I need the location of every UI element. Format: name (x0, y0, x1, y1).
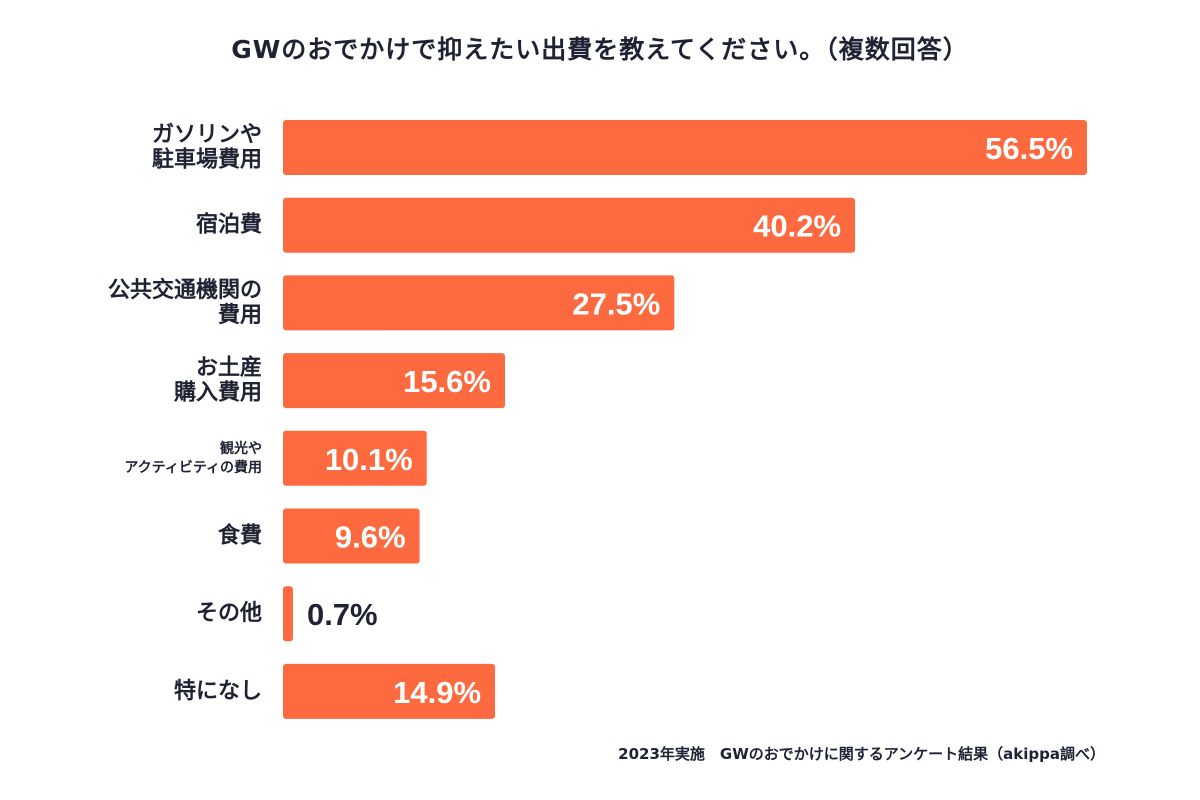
category-label: アクティビティの費用 (124, 459, 262, 476)
category-label: 駐車場費用 (152, 147, 262, 173)
value-label: 15.6% (403, 364, 491, 399)
category-label: 特になし (174, 678, 262, 704)
category-label: ガソリンや (152, 123, 262, 148)
bar (283, 430, 427, 486)
category-label: 食費 (218, 523, 262, 549)
category-label: 観光や (220, 440, 262, 457)
bar (283, 120, 1087, 175)
value-label: 14.9% (393, 675, 481, 710)
value-label: 9.6% (335, 520, 406, 555)
category-label: 公共交通機関の (108, 277, 262, 303)
bar (283, 353, 505, 409)
category-label: 購入費用 (174, 381, 262, 406)
bar (283, 275, 675, 331)
chart-title: GWのおでかけで抑えたい出費を教えてください。（複数回答） (231, 35, 969, 64)
value-label: 27.5% (572, 286, 660, 321)
category-label: 費用 (218, 303, 262, 328)
bar (283, 197, 856, 253)
source-footnote: 2023年実施 GWのおでかけに関するアンケート結果（akippa調べ） (618, 745, 1105, 763)
bar (283, 586, 293, 642)
category-label: 宿泊費 (196, 212, 262, 238)
value-label: 56.5% (985, 131, 1073, 166)
value-label: 0.7% (307, 597, 378, 632)
value-label: 10.1% (325, 442, 413, 477)
category-label: その他 (196, 601, 262, 626)
bar (283, 663, 496, 719)
category-label: お土産 (196, 355, 262, 381)
bar (283, 508, 420, 564)
value-label: 40.2% (753, 209, 841, 244)
